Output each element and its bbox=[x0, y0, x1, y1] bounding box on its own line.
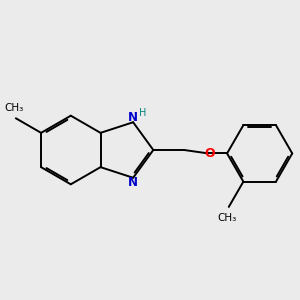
Text: N: N bbox=[128, 111, 138, 124]
Text: H: H bbox=[139, 108, 146, 118]
Text: CH₃: CH₃ bbox=[4, 103, 24, 113]
Text: N: N bbox=[128, 176, 138, 189]
Text: CH₃: CH₃ bbox=[218, 213, 237, 223]
Text: O: O bbox=[205, 147, 215, 160]
